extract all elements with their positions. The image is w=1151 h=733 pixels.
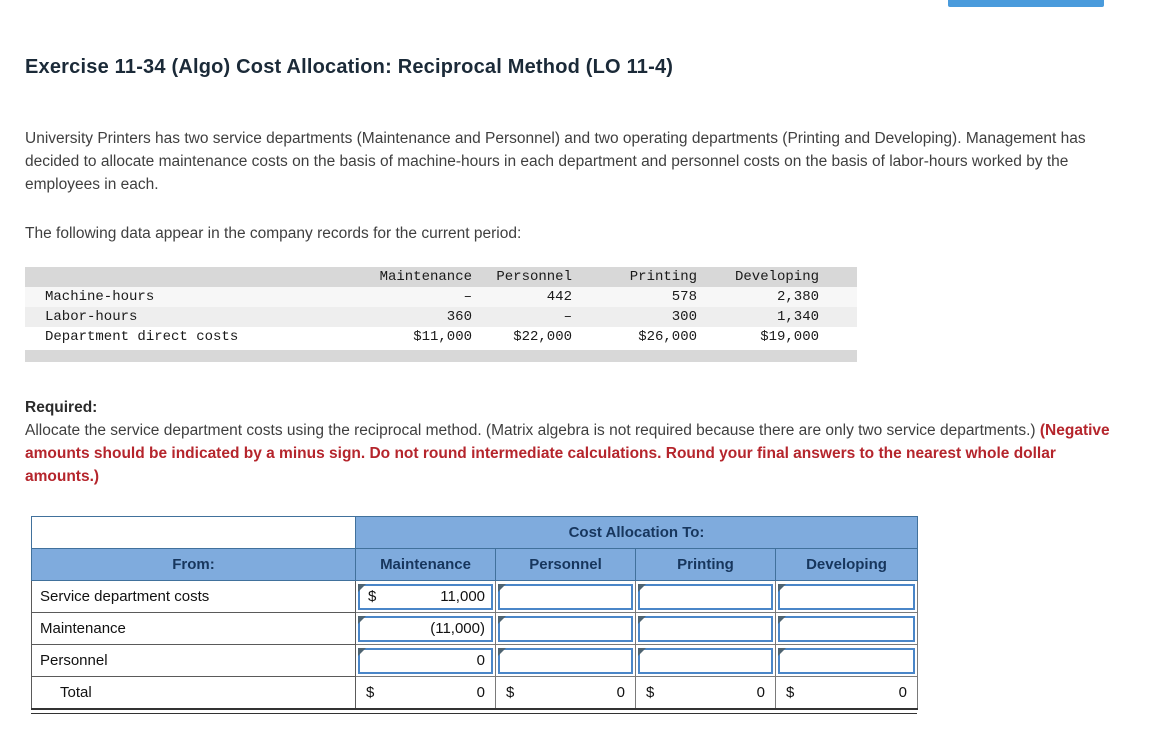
total-value: 0 xyxy=(476,684,485,701)
cost-allocation-to-header: Cost Allocation To: xyxy=(354,516,919,549)
allocation-cell xyxy=(495,644,636,677)
total-cell-personnel: $0 xyxy=(495,676,636,710)
allocation-total-row: Total $0 $0 $0 $0 xyxy=(31,676,919,710)
records-column-header: Maintenance xyxy=(355,267,480,287)
records-column-header: Printing xyxy=(580,267,705,287)
allocation-cell xyxy=(635,580,776,613)
allocation-cell: 0 xyxy=(355,644,496,677)
allocation-cell xyxy=(635,644,776,677)
exercise-content: Exercise 11-34 (Algo) Cost Allocation: R… xyxy=(25,56,1125,714)
from-header: From: xyxy=(31,548,356,581)
allocation-row-personnel: Personnel 0 xyxy=(31,644,919,677)
cell-value: 578 xyxy=(671,289,697,305)
allocation-cell xyxy=(495,580,636,613)
page-title: Exercise 11-34 (Algo) Cost Allocation: R… xyxy=(25,56,674,78)
table-row: Department direct costs $11,000 $22,000 … xyxy=(25,327,857,347)
allocation-column-header: Maintenance xyxy=(355,548,496,581)
allocation-cell xyxy=(635,612,776,645)
currency-prefix: $ xyxy=(368,588,377,605)
allocation-row-service-department-costs: Service department costs $11,000 xyxy=(31,580,919,613)
input-cell-printing[interactable] xyxy=(638,615,773,642)
allocation-corner-cell xyxy=(31,516,356,549)
allocation-column-header: Printing xyxy=(635,548,776,581)
cell-value: 300 xyxy=(671,309,697,325)
cell-value: 2,380 xyxy=(776,289,819,305)
allocation-column-header: Developing xyxy=(774,548,919,581)
cell-value: $26,000 xyxy=(638,329,697,345)
input-value: 0 xyxy=(476,652,485,669)
cell-value: $11,000 xyxy=(413,329,472,345)
input-cell-printing[interactable] xyxy=(638,647,773,674)
input-cell-maintenance[interactable]: (11,000) xyxy=(358,615,493,642)
allocation-cell: (11,000) xyxy=(355,612,496,645)
cell-value: 1,340 xyxy=(776,309,819,325)
total-value: 0 xyxy=(756,684,765,701)
input-value: 11,000 xyxy=(440,588,485,605)
total-value: 0 xyxy=(898,684,908,701)
table-row: Machine-hours – 442 578 2,380 xyxy=(25,287,857,307)
allocation-row-maintenance: Maintenance (11,000) xyxy=(31,612,919,645)
row-label: Department direct costs xyxy=(45,329,239,345)
total-cell-developing: $0 xyxy=(774,676,919,710)
total-row-label: Total xyxy=(31,676,356,710)
total-cell-maintenance: $0 xyxy=(355,676,496,710)
allocation-cell: $11,000 xyxy=(355,580,496,613)
row-label: Machine-hours xyxy=(45,289,155,305)
input-cell-maintenance[interactable]: $11,000 xyxy=(358,583,493,610)
allocation-cell xyxy=(774,580,919,613)
allocation-row-label: Service department costs xyxy=(31,580,356,613)
records-column-header: Developing xyxy=(705,267,857,287)
input-cell-developing[interactable] xyxy=(778,615,916,642)
top-button-partial[interactable] xyxy=(948,0,1104,7)
currency-prefix: $ xyxy=(786,684,795,701)
input-cell-maintenance[interactable]: 0 xyxy=(358,647,493,674)
required-warning-text: (Negative amounts should be indicated by… xyxy=(25,422,1110,485)
input-value: (11,000) xyxy=(430,620,485,637)
allocation-cell xyxy=(774,644,919,677)
allocation-column-header: Personnel xyxy=(495,548,636,581)
allocation-cell xyxy=(495,612,636,645)
row-label: Labor-hours xyxy=(45,309,138,325)
allocation-cell xyxy=(774,612,919,645)
input-cell-printing[interactable] xyxy=(638,583,773,610)
cell-value: 442 xyxy=(546,289,572,305)
input-cell-developing[interactable] xyxy=(778,647,916,674)
currency-prefix: $ xyxy=(506,684,515,701)
records-corner-cell xyxy=(25,267,355,287)
allocation-column-header-row: From: Maintenance Personnel Printing Dev… xyxy=(31,548,919,581)
cell-value: 360 xyxy=(446,309,472,325)
allocation-row-label: Personnel xyxy=(31,644,356,677)
currency-prefix: $ xyxy=(366,684,375,701)
records-header-row: Maintenance Personnel Printing Developin… xyxy=(25,267,857,287)
total-cell-printing: $0 xyxy=(635,676,776,710)
total-value: 0 xyxy=(616,684,625,701)
records-column-header: Personnel xyxy=(480,267,580,287)
records-table-footer-bar xyxy=(25,350,857,362)
table-bottom-rule xyxy=(31,713,917,714)
required-paragraph: Allocate the service department costs us… xyxy=(25,419,1125,488)
cost-allocation-table: Cost Allocation To: From: Maintenance Pe… xyxy=(31,516,919,710)
input-cell-personnel[interactable] xyxy=(498,647,633,674)
intro-paragraph: University Printers has two service depa… xyxy=(25,130,1086,193)
required-instruction-text: Allocate the service department costs us… xyxy=(25,422,1040,439)
company-records-table: Maintenance Personnel Printing Developin… xyxy=(25,267,857,347)
input-cell-personnel[interactable] xyxy=(498,615,633,642)
input-cell-developing[interactable] xyxy=(778,583,916,610)
cell-value: – xyxy=(563,309,572,325)
input-cell-personnel[interactable] xyxy=(498,583,633,610)
required-label: Required: xyxy=(25,399,98,416)
allocation-row-label: Maintenance xyxy=(31,612,356,645)
company-records-table-wrap: Maintenance Personnel Printing Developin… xyxy=(25,267,857,362)
cell-value: $22,000 xyxy=(513,329,572,345)
table-row: Labor-hours 360 – 300 1,340 xyxy=(25,307,857,327)
cell-value: $19,000 xyxy=(760,329,819,345)
records-intro-line: The following data appear in the company… xyxy=(25,225,522,242)
allocation-top-header-row: Cost Allocation To: xyxy=(31,516,919,549)
page: Exercise 11-34 (Algo) Cost Allocation: R… xyxy=(25,0,1125,714)
cell-value: – xyxy=(463,289,472,305)
currency-prefix: $ xyxy=(646,684,655,701)
